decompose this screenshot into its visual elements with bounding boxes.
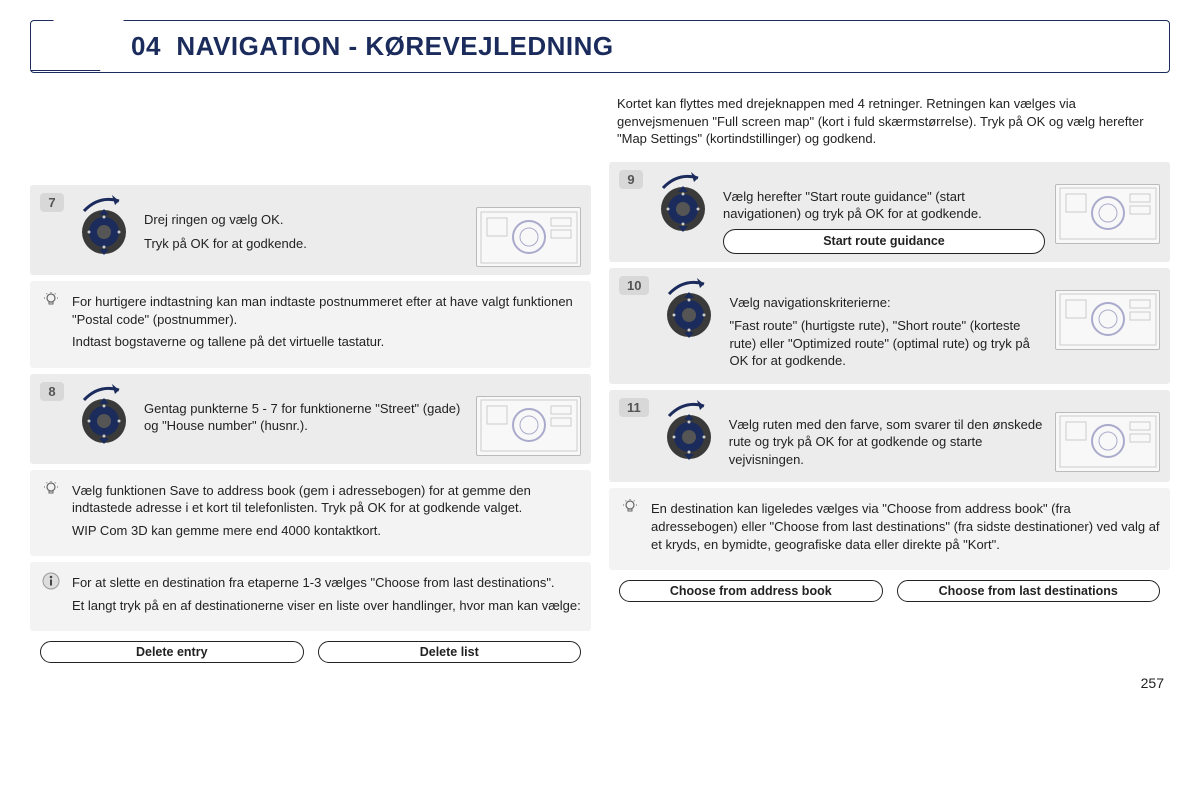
step-10-panel: 10 Vælg navigationskriterierne: "Fast ro… <box>609 268 1170 384</box>
button-row: Delete entry Delete list <box>30 637 591 667</box>
choose-address-book-button[interactable]: Choose from address book <box>619 580 883 602</box>
info-text: Et langt tryk på en af destinationerne v… <box>72 597 581 615</box>
step-badge: 10 <box>619 276 649 295</box>
step-8-panel: 8 Gentag punkterne 5 - 7 for funktionern… <box>30 374 591 464</box>
step-badge: 9 <box>619 170 643 189</box>
dashboard-illustration <box>1055 412 1160 472</box>
info-text: For at slette en destination fra etapern… <box>72 574 581 592</box>
page-header: 04 NAVIGATION - KØREVEJLEDNING <box>30 20 1170 73</box>
dashboard-illustration <box>476 207 581 267</box>
step-text: Vælg herefter "Start route guidance" (st… <box>723 188 1045 223</box>
knob-icon <box>79 396 129 446</box>
step-badge: 8 <box>40 382 64 401</box>
step-text: Vælg ruten med den farve, som svarer til… <box>729 416 1045 469</box>
tip-text: En destination kan ligeledes vælges via … <box>651 500 1160 553</box>
step-text: "Fast route" (hurtigste rute), "Short ro… <box>729 317 1045 370</box>
content-columns: 7 Drej ringen og vælg OK. Tryk på OK for… <box>30 91 1170 667</box>
info-icon <box>40 570 62 592</box>
choose-last-destinations-button[interactable]: Choose from last destinations <box>897 580 1161 602</box>
right-column: Kortet kan flyttes med drejeknappen med … <box>609 91 1170 667</box>
dashboard-illustration <box>1055 184 1160 244</box>
tip-panel: Vælg funktionen Save to address book (ge… <box>30 470 591 557</box>
dashboard-illustration <box>1055 290 1160 350</box>
step-7-panel: 7 Drej ringen og vælg OK. Tryk på OK for… <box>30 185 591 275</box>
intro-text: Kortet kan flyttes med drejeknappen med … <box>609 91 1170 156</box>
tip-panel: For hurtigere indtastning kan man indtas… <box>30 281 591 368</box>
step-badge: 11 <box>619 398 649 417</box>
tip-text: For hurtigere indtastning kan man indtas… <box>72 293 581 328</box>
lightbulb-icon <box>40 289 62 311</box>
left-column: 7 Drej ringen og vælg OK. Tryk på OK for… <box>30 91 591 667</box>
section-title: NAVIGATION - KØREVEJLEDNING <box>176 31 613 61</box>
knob-icon <box>79 207 129 257</box>
section-number: 04 <box>131 31 161 61</box>
info-panel: For at slette en destination fra etapern… <box>30 562 591 631</box>
tip-text: Vælg funktionen Save to address book (ge… <box>72 482 581 517</box>
tip-panel: En destination kan ligeledes vælges via … <box>609 488 1170 570</box>
start-route-guidance-button[interactable]: Start route guidance <box>723 229 1045 254</box>
delete-list-button[interactable]: Delete list <box>318 641 582 663</box>
page-number: 257 <box>30 667 1170 691</box>
delete-entry-button[interactable]: Delete entry <box>40 641 304 663</box>
step-text: Drej ringen og vælg OK. <box>144 211 466 229</box>
step-11-panel: 11 Vælg ruten med den farve, som svarer … <box>609 390 1170 483</box>
step-text: Tryk på OK for at godkende. <box>144 235 466 253</box>
lightbulb-icon <box>40 478 62 500</box>
step-badge: 7 <box>40 193 64 212</box>
button-row: Choose from address book Choose from las… <box>609 576 1170 606</box>
tip-text: WIP Com 3D kan gemme mere end 4000 konta… <box>72 522 581 540</box>
dashboard-illustration <box>476 396 581 456</box>
knob-icon <box>664 290 714 340</box>
step-9-panel: 9 Vælg herefter "Start route guidance" (… <box>609 162 1170 262</box>
step-text: Vælg navigationskriterierne: <box>729 294 1045 312</box>
tip-text: Indtast bogstaverne og tallene på det vi… <box>72 333 581 351</box>
step-text: Gentag punkterne 5 - 7 for funktionerne … <box>144 400 466 435</box>
knob-icon <box>658 184 708 234</box>
lightbulb-icon <box>619 496 641 518</box>
knob-icon <box>664 412 714 462</box>
